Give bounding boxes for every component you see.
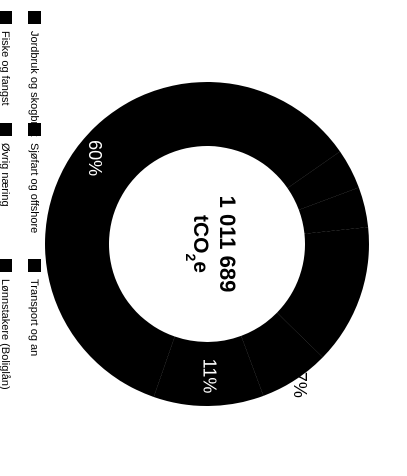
total-unit-base: tCO <box>189 215 212 254</box>
legend: Jordbruk og skogbruk Sjøfart og offshore T… <box>0 11 41 390</box>
donut-slice <box>153 335 264 406</box>
legend-label: Sjøfart og offshore <box>28 143 40 233</box>
center-total: 1 011 689 tCO2e <box>183 196 240 293</box>
legend-label: Lønnstakere (Boliglån) <box>0 279 11 390</box>
donut-slice <box>45 82 341 397</box>
slice-percent-label: 14% <box>321 269 341 305</box>
total-unit-subscript: 2 <box>183 254 199 262</box>
legend-label: Jordbruk og skogbruk <box>28 31 40 137</box>
legend-swatch <box>0 11 12 24</box>
donut-slice <box>277 227 369 358</box>
donut-slice <box>298 187 369 234</box>
total-unit-suffix: e <box>189 261 212 273</box>
legend-swatch <box>28 123 41 136</box>
legend-label: Øvrig næring <box>0 143 11 207</box>
slice-percent-label: 60% <box>85 140 105 176</box>
legend-label: Fiske og fangst <box>0 31 11 106</box>
donut-slice <box>241 312 323 396</box>
legend-swatch <box>0 259 12 272</box>
legend-label: Transport og an <box>28 279 40 356</box>
legend-swatch <box>28 11 41 24</box>
total-unit: tCO2e <box>183 215 212 273</box>
legend-swatch <box>28 259 41 272</box>
donut-slices <box>45 82 369 406</box>
slice-percent-label: 11% <box>200 359 220 394</box>
slice-labels: 14% 7% 11% 60% <box>85 140 341 398</box>
legend-swatch <box>0 123 12 136</box>
chart-rotated-group: 14% 7% 11% 60% 1 011 689 tCO2e Jordbruk og … <box>0 11 369 406</box>
donut-slice <box>287 151 359 210</box>
total-value: 1 011 689 <box>215 196 240 293</box>
slice-percent-label: 7% <box>290 372 310 398</box>
